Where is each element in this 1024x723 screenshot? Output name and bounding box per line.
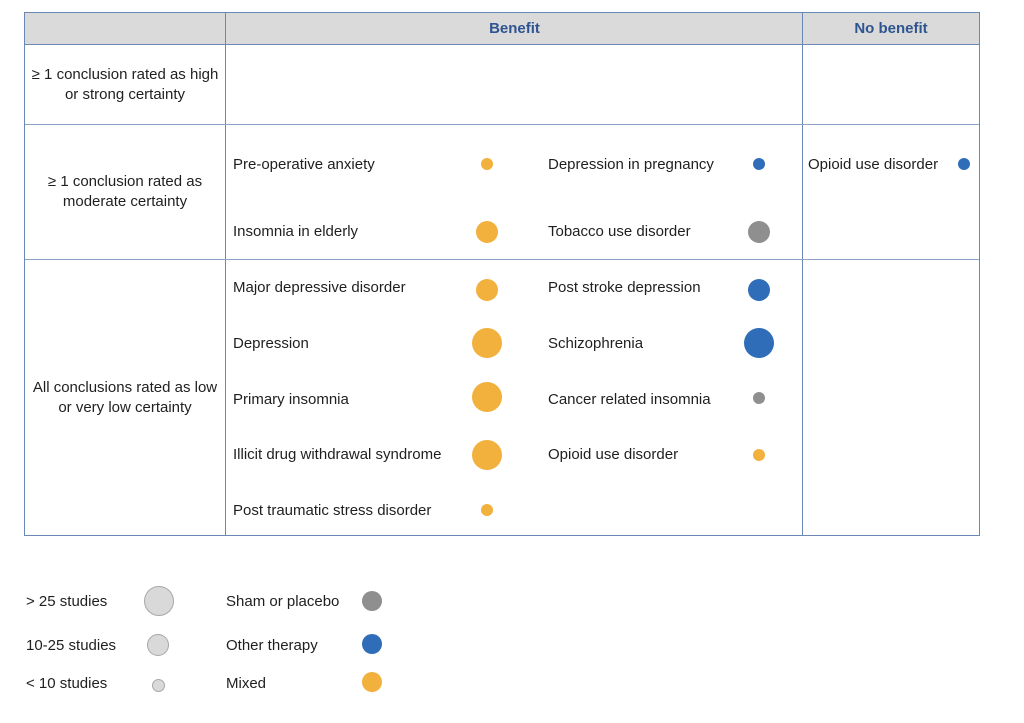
preop-anxiety-dot (481, 158, 493, 170)
depression-dot (472, 328, 502, 358)
item-opioid-benefit: Opioid use disorder (548, 446, 679, 463)
column-divider (225, 13, 226, 535)
legend-size-small-label: < 10 studies (26, 675, 108, 692)
header-no-benefit: No benefit (854, 20, 928, 37)
depression-pregnancy-dot (753, 158, 765, 170)
item-cancer-insomnia: Cancer related insomnia (548, 391, 711, 408)
tobacco-dot (748, 221, 770, 243)
item-depression-pregnancy: Depression in pregnancy (548, 156, 714, 173)
column-divider (802, 13, 803, 535)
legend-size-medium-label: 10-25 studies (26, 637, 117, 654)
item-mdd: Major depressive disorder (233, 279, 406, 296)
item-ptsd: Post traumatic stress disorder (233, 502, 432, 519)
legend-sham-label: Sham or placebo (226, 593, 340, 610)
item-insomnia-elderly: Insomnia in elderly (233, 223, 359, 240)
table-header: Benefit No benefit (25, 13, 979, 45)
opioid-benefit-dot (753, 449, 765, 461)
row-divider (25, 259, 979, 260)
primary-insomnia-dot (472, 382, 502, 412)
row-label-moderate-certainty: ≥ 1 conclusion rated as moderate certain… (47, 173, 203, 210)
legend-other-therapy-label: Other therapy (226, 637, 318, 654)
mdd-dot (476, 279, 498, 301)
insomnia-elderly-dot (476, 221, 498, 243)
opioid-no-benefit-dot (958, 158, 970, 170)
legend-size-medium-circle (147, 634, 169, 656)
item-primary-insomnia: Primary insomnia (233, 391, 349, 408)
item-post-stroke: Post stroke depression (548, 279, 701, 296)
item-preop-anxiety: Pre-operative anxiety (233, 156, 375, 173)
illicit-drug-dot (472, 440, 502, 470)
legend-mixed-label: Mixed (226, 675, 267, 692)
legend-size-small-circle (152, 679, 165, 692)
row-label-low-certainty: All conclusions rated as low or very low… (32, 379, 218, 416)
row-label-high-certainty: ≥ 1 conclusion rated as high or strong c… (31, 66, 219, 103)
item-depression: Depression (233, 335, 309, 352)
legend-sham-swatch (362, 591, 382, 611)
legend-mixed-swatch (362, 672, 382, 692)
evidence-map-table: Benefit No benefit ≥ 1 conclusion rated … (24, 12, 980, 536)
legend-size-large-circle (144, 586, 174, 616)
post-stroke-dot (748, 279, 770, 301)
header-benefit: Benefit (489, 20, 540, 37)
schizophrenia-dot (744, 328, 774, 358)
item-opioid-no-benefit: Opioid use disorder (808, 156, 939, 173)
legend-other-therapy-swatch (362, 634, 382, 654)
item-schizophrenia: Schizophrenia (548, 335, 644, 352)
cancer-insomnia-dot (753, 392, 765, 404)
legend-size-large-label: > 25 studies (26, 593, 108, 610)
row-divider (25, 124, 979, 125)
ptsd-dot (481, 504, 493, 516)
item-tobacco: Tobacco use disorder (548, 223, 691, 240)
item-illicit-drug: Illicit drug withdrawal syndrome (233, 446, 442, 463)
